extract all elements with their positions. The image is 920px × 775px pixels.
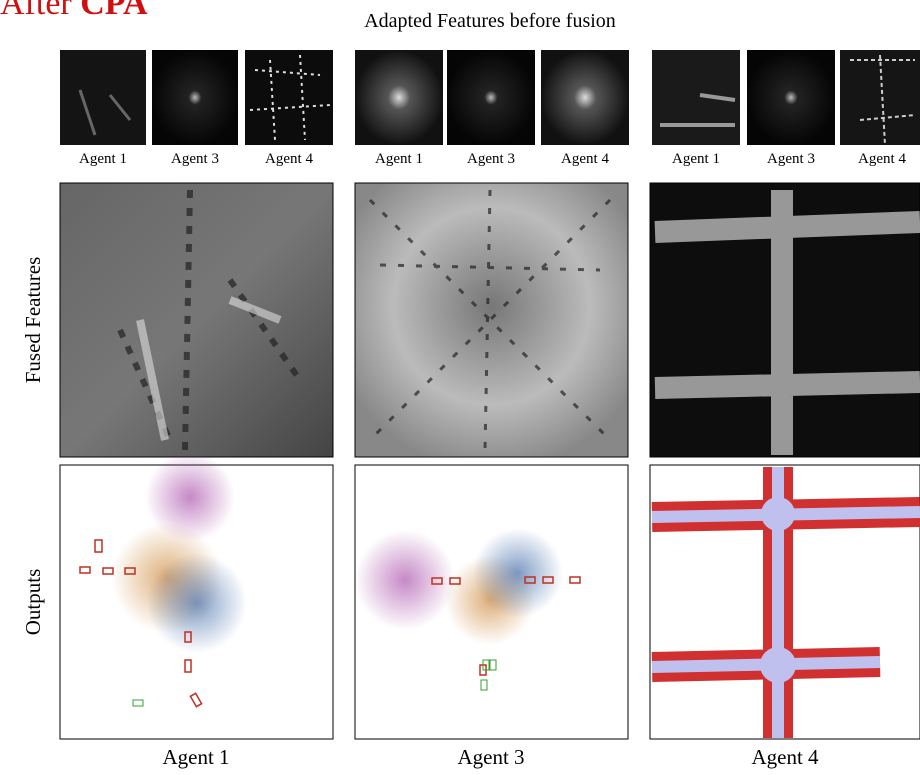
- outputs: [60, 452, 920, 739]
- thumb-label: Agent 3: [767, 151, 815, 167]
- thumb: [152, 50, 238, 145]
- thumb-label: Agent 4: [265, 151, 313, 167]
- thumb-label: Agent 1: [672, 151, 720, 167]
- thumb-label: Agent 1: [375, 151, 423, 167]
- column-label: Agent 4: [751, 745, 819, 769]
- title-bold: CPA: [80, 0, 148, 22]
- thumb: [541, 50, 629, 145]
- fused-panel: [60, 183, 333, 457]
- thumb-label: Agent 3: [467, 151, 515, 167]
- thumb-label: Agent 4: [858, 151, 906, 167]
- subtitle: Adapted Features before fusion: [364, 10, 616, 32]
- fused-features: [60, 183, 920, 457]
- thumb: [747, 50, 835, 145]
- thumb-label: Agent 4: [561, 151, 609, 167]
- thumbnails: [60, 50, 920, 145]
- thumb: [60, 50, 146, 145]
- column-label: Agent 1: [162, 745, 229, 769]
- thumb-label: Agent 1: [79, 151, 127, 167]
- row-label: Fused Features: [21, 257, 45, 384]
- page: After CPA Adapted Features before fusion…: [0, 0, 920, 775]
- row-label: Outputs: [21, 569, 45, 636]
- title-plain: After: [0, 0, 72, 22]
- thumb: [447, 50, 535, 145]
- thumb-labels: Agent 1 Agent 3 Agent 4 Agent 1 Agent 3 …: [79, 151, 906, 167]
- figure: After CPA Adapted Features before fusion…: [0, 0, 920, 775]
- thumb: [355, 50, 443, 145]
- thumb: [245, 50, 333, 145]
- column-label: Agent 3: [457, 745, 524, 769]
- title: After CPA: [0, 0, 148, 22]
- thumb-label: Agent 3: [171, 151, 219, 167]
